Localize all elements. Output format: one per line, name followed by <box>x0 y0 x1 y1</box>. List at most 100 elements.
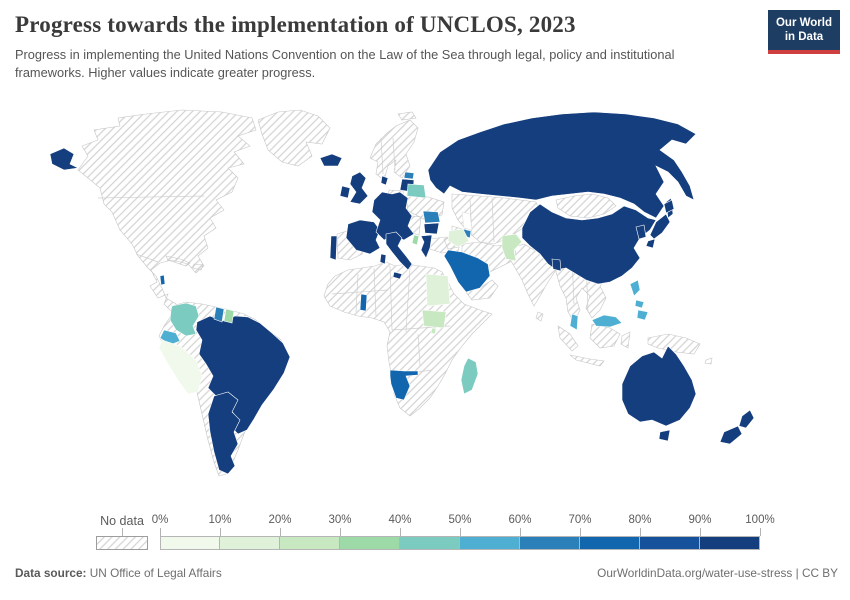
country-denmark[interactable] <box>380 175 389 186</box>
country-ghana[interactable] <box>359 293 368 312</box>
country-saudi-arabia[interactable] <box>443 249 491 293</box>
country-france[interactable] <box>345 219 381 255</box>
choropleth-svg <box>49 109 755 477</box>
country-united-kingdom[interactable] <box>349 171 369 205</box>
country-malaysia[interactable] <box>569 313 623 331</box>
country-south-korea[interactable] <box>635 224 647 240</box>
legend-tick-label: 70% <box>568 514 592 526</box>
country-kazakhstan-central-asia[interactable] <box>451 193 541 245</box>
legend-tick-mark <box>280 528 281 536</box>
legend-tick-mark <box>220 528 221 536</box>
country-new-zealand[interactable] <box>719 409 755 445</box>
country-hispaniola[interactable] <box>192 263 204 271</box>
country-central-europe[interactable] <box>371 191 415 241</box>
country-north-america[interactable] <box>77 109 257 321</box>
header: Progress towards the implementation of U… <box>15 12 760 82</box>
legend-tick-mark <box>460 528 461 536</box>
legend-no-data-label: No data <box>100 514 144 528</box>
legend-bin-40%[interactable] <box>400 536 460 550</box>
country-colombia[interactable] <box>169 302 200 337</box>
legend-tick-mark <box>700 528 701 536</box>
footer-datasource-label: Data source: <box>15 566 87 580</box>
legend-tick-label: 10% <box>208 514 232 526</box>
footer-datasource-value: UN Office of Legal Affairs <box>86 566 222 580</box>
country-pacific-islands[interactable] <box>704 357 713 365</box>
internal-borders <box>97 137 589 375</box>
legend-tick-mark <box>520 528 521 536</box>
country-ireland[interactable] <box>339 185 351 199</box>
legend-tick-mark <box>580 528 581 536</box>
caspian-sea <box>461 211 473 231</box>
country-suriname[interactable] <box>223 308 235 324</box>
country-romania[interactable] <box>422 210 441 224</box>
country-egypt[interactable] <box>425 273 451 307</box>
country-rwanda[interactable] <box>430 327 437 335</box>
country-brazil[interactable] <box>195 315 291 435</box>
footer-datasource: Data source: UN Office of Legal Affairs <box>15 566 222 580</box>
legend-tick-mark <box>122 528 123 536</box>
legend-color-bins[interactable] <box>160 536 760 550</box>
legend-tick-label: 0% <box>151 514 169 526</box>
country-mongolia[interactable] <box>555 193 617 219</box>
country-madagascar[interactable] <box>460 357 479 395</box>
legend-tick-label: 80% <box>628 514 652 526</box>
country-portugal[interactable] <box>329 235 338 261</box>
country-peru[interactable] <box>158 339 203 395</box>
legend-tick-label: 50% <box>448 514 472 526</box>
country-guyana[interactable] <box>213 306 225 323</box>
country-belarus[interactable] <box>406 183 427 199</box>
legend-tick-mark <box>160 528 161 536</box>
country-bulgaria[interactable] <box>423 222 440 235</box>
legend-bin-20%[interactable] <box>280 536 340 550</box>
legend-bin-30%[interactable] <box>340 536 400 550</box>
owid-logo-line2: in Data <box>784 31 824 44</box>
legend-tick-mark <box>400 528 401 536</box>
legend-no-data-swatch[interactable] <box>96 536 148 550</box>
legend-bin-50%[interactable] <box>460 536 520 550</box>
country-iceland[interactable] <box>319 153 343 167</box>
country-australia[interactable] <box>621 345 697 442</box>
country-albania[interactable] <box>411 234 420 246</box>
legend-tick-mark <box>640 528 641 536</box>
country-estonia[interactable] <box>403 171 415 180</box>
legend-tick-label: 100% <box>745 514 775 526</box>
legend-bin-60%[interactable] <box>520 536 580 550</box>
country-cuba[interactable] <box>165 255 191 267</box>
country-iraq[interactable] <box>447 228 470 248</box>
page-subtitle: Progress in implementing the United Nati… <box>15 47 675 80</box>
legend-tick-label: 40% <box>388 514 412 526</box>
legend-tick-label: 60% <box>508 514 532 526</box>
legend-bin-0%[interactable] <box>160 536 220 550</box>
country-svalbard[interactable] <box>397 111 417 121</box>
country-pakistan[interactable] <box>501 233 523 262</box>
legend-tick-label: 90% <box>688 514 712 526</box>
legend-bin-90%[interactable] <box>700 536 760 550</box>
legend-tick-mark <box>340 528 341 536</box>
country-japan[interactable] <box>645 199 675 249</box>
legend-bin-10%[interactable] <box>220 536 280 550</box>
country-bangladesh[interactable] <box>551 258 562 272</box>
legend-bin-80%[interactable] <box>640 536 700 550</box>
country-italy[interactable] <box>379 231 413 280</box>
country-belize[interactable] <box>159 274 166 286</box>
page-title: Progress towards the implementation of U… <box>15 12 576 37</box>
country-philippines[interactable] <box>629 279 649 321</box>
legend-tick-mark <box>760 528 761 536</box>
owid-logo[interactable]: Our World in Data <box>768 10 840 54</box>
legend-bin-70%[interactable] <box>580 536 640 550</box>
country-namibia[interactable] <box>389 369 419 401</box>
legend-tick-label: 20% <box>268 514 292 526</box>
country-new-guinea[interactable] <box>647 333 701 355</box>
country-greenland[interactable] <box>257 109 331 167</box>
country-indonesia[interactable] <box>557 323 631 367</box>
country-sri-lanka[interactable] <box>535 311 544 322</box>
footer: Data source: UN Office of Legal Affairs … <box>15 566 838 580</box>
map-legend: No data 0% 10% 20% 30% 40% 50% 60% 70% 80% 90% 100… <box>0 512 850 556</box>
country-greece[interactable] <box>420 234 433 259</box>
country-south-sudan[interactable] <box>421 309 447 329</box>
footer-citation[interactable]: OurWorldinData.org/water-use-stress | CC… <box>597 566 838 580</box>
world-map <box>0 108 850 510</box>
owid-logo-line1: Our World <box>775 17 832 29</box>
country-argentina[interactable] <box>207 391 241 475</box>
